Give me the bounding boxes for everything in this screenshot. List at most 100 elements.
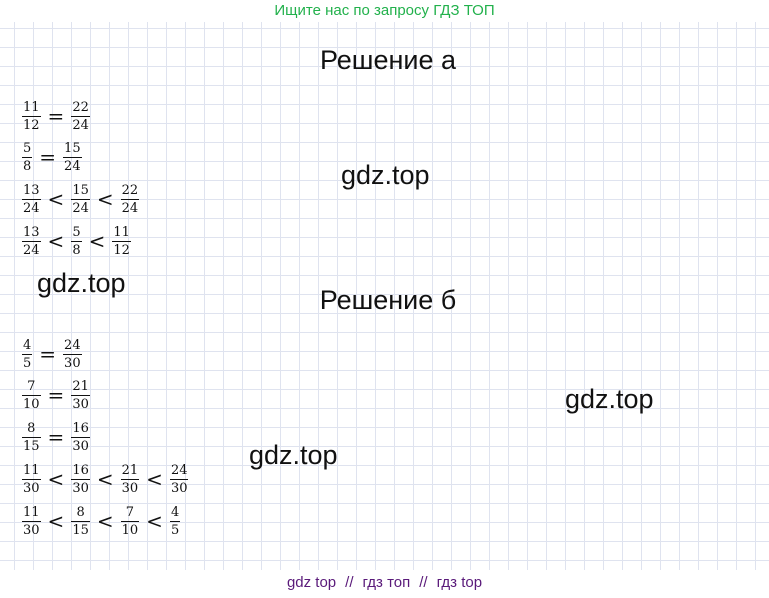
- fraction: 11 30: [21, 463, 42, 496]
- less-than-sign: <: [47, 467, 65, 491]
- fraction: 21 30: [120, 463, 141, 496]
- math-line: 11 30 <16 30 <21 30 <24 30: [21, 459, 189, 499]
- denominator: 5: [169, 520, 181, 538]
- fraction: 7 10: [21, 379, 42, 412]
- denominator: 15: [71, 520, 90, 538]
- watermark: gdz.top: [37, 268, 126, 298]
- less-than-sign: <: [47, 509, 65, 533]
- math-line: 8 15 = 16 30: [21, 417, 91, 457]
- denominator: 30: [63, 353, 82, 371]
- numerator: 16: [72, 462, 89, 478]
- numerator: 8: [27, 420, 36, 436]
- denominator: 10: [120, 520, 140, 538]
- denominator: 24: [63, 156, 82, 174]
- fraction: 8 15: [70, 505, 91, 538]
- numerator: 5: [72, 224, 81, 240]
- numerator: 21: [72, 378, 89, 394]
- numerator: 15: [64, 140, 81, 156]
- numerator: 24: [170, 462, 188, 478]
- footer: gdz top // гдз топ // гдз top: [0, 574, 769, 592]
- numerator: 11: [23, 462, 40, 478]
- numerator: 15: [72, 182, 89, 198]
- footer-separator: //: [345, 574, 354, 591]
- less-than-sign: <: [96, 187, 114, 211]
- section-a-title: Решение а: [319, 45, 457, 75]
- watermark: gdz.top: [249, 440, 338, 470]
- equals-sign: =: [47, 425, 65, 449]
- fraction: 11 30: [21, 505, 42, 538]
- fraction: 22 24: [70, 100, 91, 133]
- fraction: 24 30: [169, 463, 190, 496]
- denominator: 10: [22, 394, 41, 412]
- equals-sign: =: [47, 104, 65, 128]
- less-than-sign: <: [88, 229, 106, 253]
- denominator: 30: [71, 394, 90, 412]
- footer-item: гдз top: [436, 574, 483, 591]
- denominator: 30: [22, 520, 41, 538]
- numerator: 11: [23, 504, 40, 520]
- denominator: 12: [22, 115, 41, 133]
- fraction: 15 24: [62, 141, 83, 174]
- numerator: 4: [170, 504, 180, 520]
- fraction: 24 30: [62, 338, 83, 371]
- numerator: 11: [23, 99, 40, 115]
- denominator: 24: [22, 198, 41, 216]
- numerator: 7: [27, 378, 36, 394]
- fraction: 13 24: [21, 183, 42, 216]
- numerator: 13: [23, 182, 40, 198]
- numerator: 13: [23, 224, 40, 240]
- fraction: 11 12: [111, 225, 132, 258]
- numerator: 21: [121, 462, 139, 478]
- top-banner: Ищите нас по запросу ГДЗ ТОП: [274, 2, 495, 19]
- denominator: 30: [71, 436, 90, 454]
- numerator: 24: [64, 337, 81, 353]
- math-line: 13 24 <15 24 <22 24: [21, 179, 140, 219]
- fraction: 13 24: [21, 225, 42, 258]
- numerator: 5: [23, 140, 32, 156]
- equals-sign: =: [47, 383, 65, 407]
- numerator: 22: [72, 99, 89, 115]
- denominator: 8: [71, 240, 82, 258]
- denominator: 30: [120, 478, 140, 496]
- numerator: 4: [23, 337, 32, 353]
- fraction: 15 24: [70, 183, 91, 216]
- math-line: 4 5 = 24 30: [21, 334, 83, 374]
- denominator: 30: [22, 478, 41, 496]
- less-than-sign: <: [47, 229, 65, 253]
- numerator: 16: [72, 420, 89, 436]
- math-line: 7 10 = 21 30: [21, 375, 91, 415]
- denominator: 15: [22, 436, 41, 454]
- footer-item: гдз топ: [362, 574, 411, 591]
- math-line: 5 8 = 15 24: [21, 137, 83, 177]
- equals-sign: =: [39, 342, 57, 366]
- less-than-sign: <: [47, 187, 65, 211]
- fraction: 11 12: [21, 100, 42, 133]
- section-b-title: Решение б: [319, 285, 457, 315]
- fraction: 16 30: [70, 463, 91, 496]
- fraction: 8 15: [21, 421, 42, 454]
- fraction: 7 10: [120, 505, 141, 538]
- numerator: 7: [125, 504, 135, 520]
- footer-item: gdz top: [286, 574, 337, 591]
- equals-sign: =: [39, 145, 57, 169]
- denominator: 8: [22, 156, 33, 174]
- denominator: 24: [71, 198, 90, 216]
- numerator: 8: [76, 504, 85, 520]
- denominator: 24: [22, 240, 41, 258]
- denominator: 30: [71, 478, 90, 496]
- fraction: 21 30: [70, 379, 91, 412]
- footer-separator: //: [419, 574, 428, 591]
- denominator: 30: [169, 478, 189, 496]
- denominator: 24: [71, 115, 90, 133]
- denominator: 24: [120, 198, 140, 216]
- fraction: 16 30: [70, 421, 91, 454]
- less-than-sign: <: [146, 509, 163, 533]
- less-than-sign: <: [146, 467, 163, 491]
- math-line: 11 30 <8 15 <7 10 <4 5: [21, 501, 181, 541]
- watermark: gdz.top: [565, 384, 654, 414]
- less-than-sign: <: [96, 467, 114, 491]
